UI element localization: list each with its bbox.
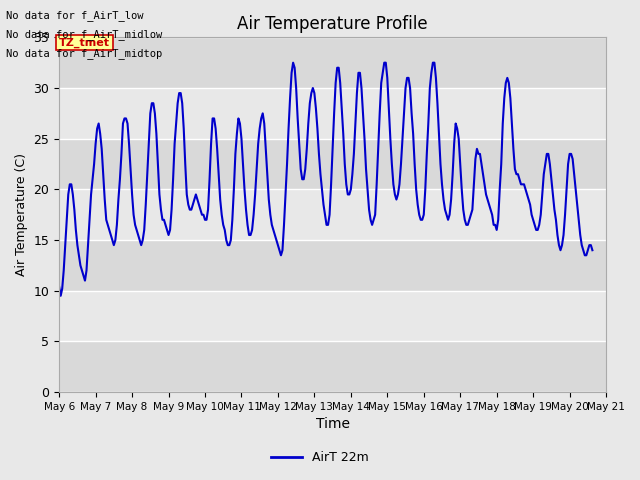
Y-axis label: Air Temperature (C): Air Temperature (C) <box>15 153 28 276</box>
Bar <box>59 341 606 392</box>
Text: No data for f_AirT_low: No data for f_AirT_low <box>6 10 144 21</box>
Title: Air Temperature Profile: Air Temperature Profile <box>237 15 428 33</box>
Text: No data for f_AirT_midtop: No data for f_AirT_midtop <box>6 48 163 59</box>
Legend: AirT 22m: AirT 22m <box>266 446 374 469</box>
X-axis label: Time: Time <box>316 418 349 432</box>
Text: No data for f_AirT_midlow: No data for f_AirT_midlow <box>6 29 163 40</box>
Text: TZ_tmet: TZ_tmet <box>59 37 110 48</box>
Bar <box>59 240 606 291</box>
Bar <box>59 37 606 88</box>
Bar <box>59 139 606 190</box>
